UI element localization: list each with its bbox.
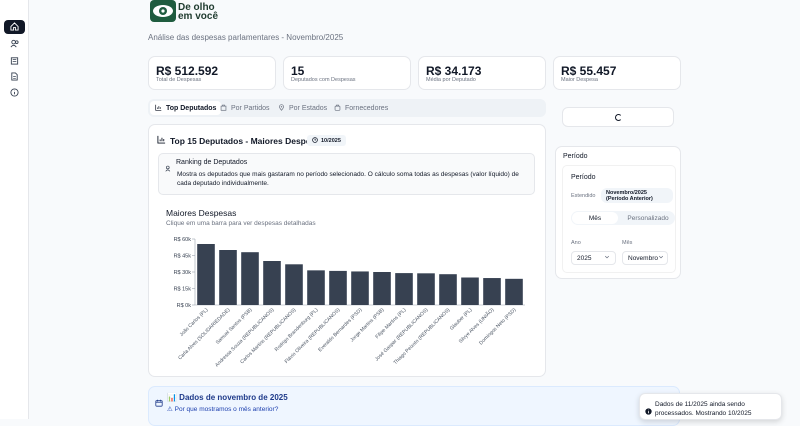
logo bbox=[148, 0, 218, 26]
nav-sobre[interactable] bbox=[4, 86, 25, 100]
calendar-icon bbox=[155, 394, 163, 412]
kpi-deputados: 15 Deputados com Despesas bbox=[283, 56, 411, 90]
chevron-down-icon bbox=[604, 254, 610, 262]
chart-title: Maiores Despesas bbox=[166, 208, 237, 218]
month-select[interactable]: Novembro bbox=[622, 251, 668, 265]
kpi-value: R$ 55.457 bbox=[561, 64, 617, 78]
kpi-total-despesas: R$ 512.592 Total de Despesas bbox=[148, 56, 276, 90]
document-icon bbox=[10, 68, 19, 86]
nav-documentos[interactable] bbox=[4, 70, 25, 84]
loading-box bbox=[562, 107, 674, 127]
mode-month-button[interactable]: Mês bbox=[572, 212, 618, 224]
bar[interactable] bbox=[373, 272, 391, 305]
notice-title: 📊 Dados de novembro de 2025 bbox=[167, 393, 288, 402]
bar[interactable] bbox=[241, 252, 259, 305]
bar[interactable] bbox=[197, 243, 215, 305]
y-tick-label: R$ 60k bbox=[174, 237, 192, 243]
extended-label: Estendido bbox=[571, 193, 596, 199]
bar[interactable] bbox=[417, 273, 435, 305]
bar[interactable] bbox=[483, 278, 501, 305]
tab-bar: Top Deputados Por Partidos Por Estados F… bbox=[148, 99, 546, 117]
kpi-label: Total de Despesas bbox=[156, 77, 202, 83]
nav-home[interactable] bbox=[4, 20, 25, 34]
bar[interactable] bbox=[505, 278, 523, 305]
x-tick-label: Rodrigo Brandenburg (PL) bbox=[274, 307, 320, 353]
month-label: Mês bbox=[622, 240, 633, 246]
bar[interactable] bbox=[439, 274, 457, 305]
bar-chart-icon bbox=[157, 135, 166, 146]
mode-custom-button[interactable]: Personalizado bbox=[627, 214, 669, 222]
eye-logo-icon bbox=[150, 0, 176, 22]
toast-message: Dados de 11/2025 ainda sendo processados… bbox=[655, 401, 752, 417]
kpi-maior-despesa: R$ 55.457 Maior Despesa bbox=[553, 56, 681, 90]
bar-chart-icon bbox=[155, 104, 162, 113]
nav-deputados[interactable] bbox=[4, 37, 25, 51]
panel-title: Top 15 Deputados - Maiores Despesas bbox=[157, 135, 325, 146]
kpi-value: R$ 34.173 bbox=[426, 64, 482, 78]
nav-partidos[interactable] bbox=[4, 54, 25, 68]
tab-fornecedores[interactable]: Fornecedores bbox=[329, 101, 393, 115]
year-label: Ano bbox=[571, 240, 581, 246]
y-tick-label: R$ 45k bbox=[174, 254, 192, 260]
chart-subtitle: Clique em uma barra para ver despesas de… bbox=[166, 220, 316, 227]
home-icon bbox=[10, 18, 19, 36]
tab-por-estados[interactable]: Por Estados bbox=[273, 101, 332, 115]
info-icon bbox=[10, 84, 19, 102]
period-badge: 10/2025 bbox=[307, 135, 346, 146]
kpi-label: Deputados com Despesas bbox=[291, 77, 356, 83]
year-select[interactable]: 2025 bbox=[571, 251, 616, 265]
bar[interactable] bbox=[219, 250, 237, 305]
bar[interactable] bbox=[263, 261, 281, 305]
users-icon bbox=[10, 35, 19, 53]
chevron-down-icon bbox=[658, 254, 664, 262]
bar[interactable] bbox=[395, 273, 413, 305]
toast-notification: Dados de 11/2025 ainda sendo processados… bbox=[639, 393, 782, 420]
bar[interactable] bbox=[329, 270, 347, 305]
loading-spinner-icon bbox=[615, 114, 622, 121]
kpi-label: Média por Deputado bbox=[426, 77, 476, 83]
mode-toggle: Mês Personalizado bbox=[571, 211, 675, 225]
kpi-value: R$ 512.592 bbox=[156, 64, 219, 78]
sidebar-rail bbox=[0, 0, 29, 419]
building-icon bbox=[10, 52, 19, 70]
info-description: Mostra os deputados que mais gastaram no… bbox=[177, 171, 519, 187]
info-title: Ranking de Deputados bbox=[176, 159, 248, 166]
kpi-label: Maior Despesa bbox=[561, 77, 598, 83]
info-box: Ranking de Deputados Mostra os deputados… bbox=[158, 153, 535, 195]
period-selector: Período Estendido Novembro/2025 (Período… bbox=[562, 165, 676, 273]
x-tick-label: Everaldo Bernardes (PSD) bbox=[317, 307, 363, 353]
y-tick-label: R$ 15k bbox=[174, 287, 192, 293]
page-subtitle: Análise das despesas parlamentares - Nov… bbox=[148, 33, 344, 42]
notice-link[interactable]: ⚠ Por que mostramos o mês anterior? bbox=[167, 406, 279, 413]
group-icon bbox=[220, 104, 227, 113]
map-pin-icon bbox=[278, 103, 285, 113]
clock-icon bbox=[312, 136, 318, 145]
extended-value: Novembro/2025 (Período Anterior) bbox=[601, 188, 673, 203]
bar[interactable] bbox=[307, 270, 325, 305]
kpi-value: 15 bbox=[291, 64, 305, 78]
period-selector-title: Período bbox=[571, 174, 596, 181]
users-icon bbox=[165, 159, 172, 177]
kpi-media: R$ 34.173 Média por Deputado bbox=[418, 56, 546, 90]
brand-name: De olho em você bbox=[178, 2, 219, 22]
tab-top-deputados[interactable]: Top Deputados bbox=[150, 101, 222, 115]
period-card-title: Período bbox=[563, 153, 588, 160]
bar[interactable] bbox=[285, 264, 303, 305]
tab-por-partidos[interactable]: Por Partidos bbox=[215, 101, 275, 115]
briefcase-icon bbox=[334, 104, 341, 113]
bar[interactable] bbox=[351, 271, 369, 305]
top-deputados-panel: Top 15 Deputados - Maiores Despesas 10/2… bbox=[148, 124, 546, 377]
y-tick-label: R$ 0k bbox=[177, 303, 192, 309]
y-tick-label: R$ 30k bbox=[174, 270, 192, 276]
period-card: Período Período Estendido Novembro/2025 … bbox=[555, 146, 681, 279]
x-tick-label: Silvye Alves (UNIÃO) bbox=[457, 306, 496, 345]
bar[interactable] bbox=[461, 277, 479, 306]
info-icon bbox=[645, 402, 652, 420]
data-notice: 📊 Dados de novembro de 2025 ⚠ Por que mo… bbox=[148, 386, 680, 426]
